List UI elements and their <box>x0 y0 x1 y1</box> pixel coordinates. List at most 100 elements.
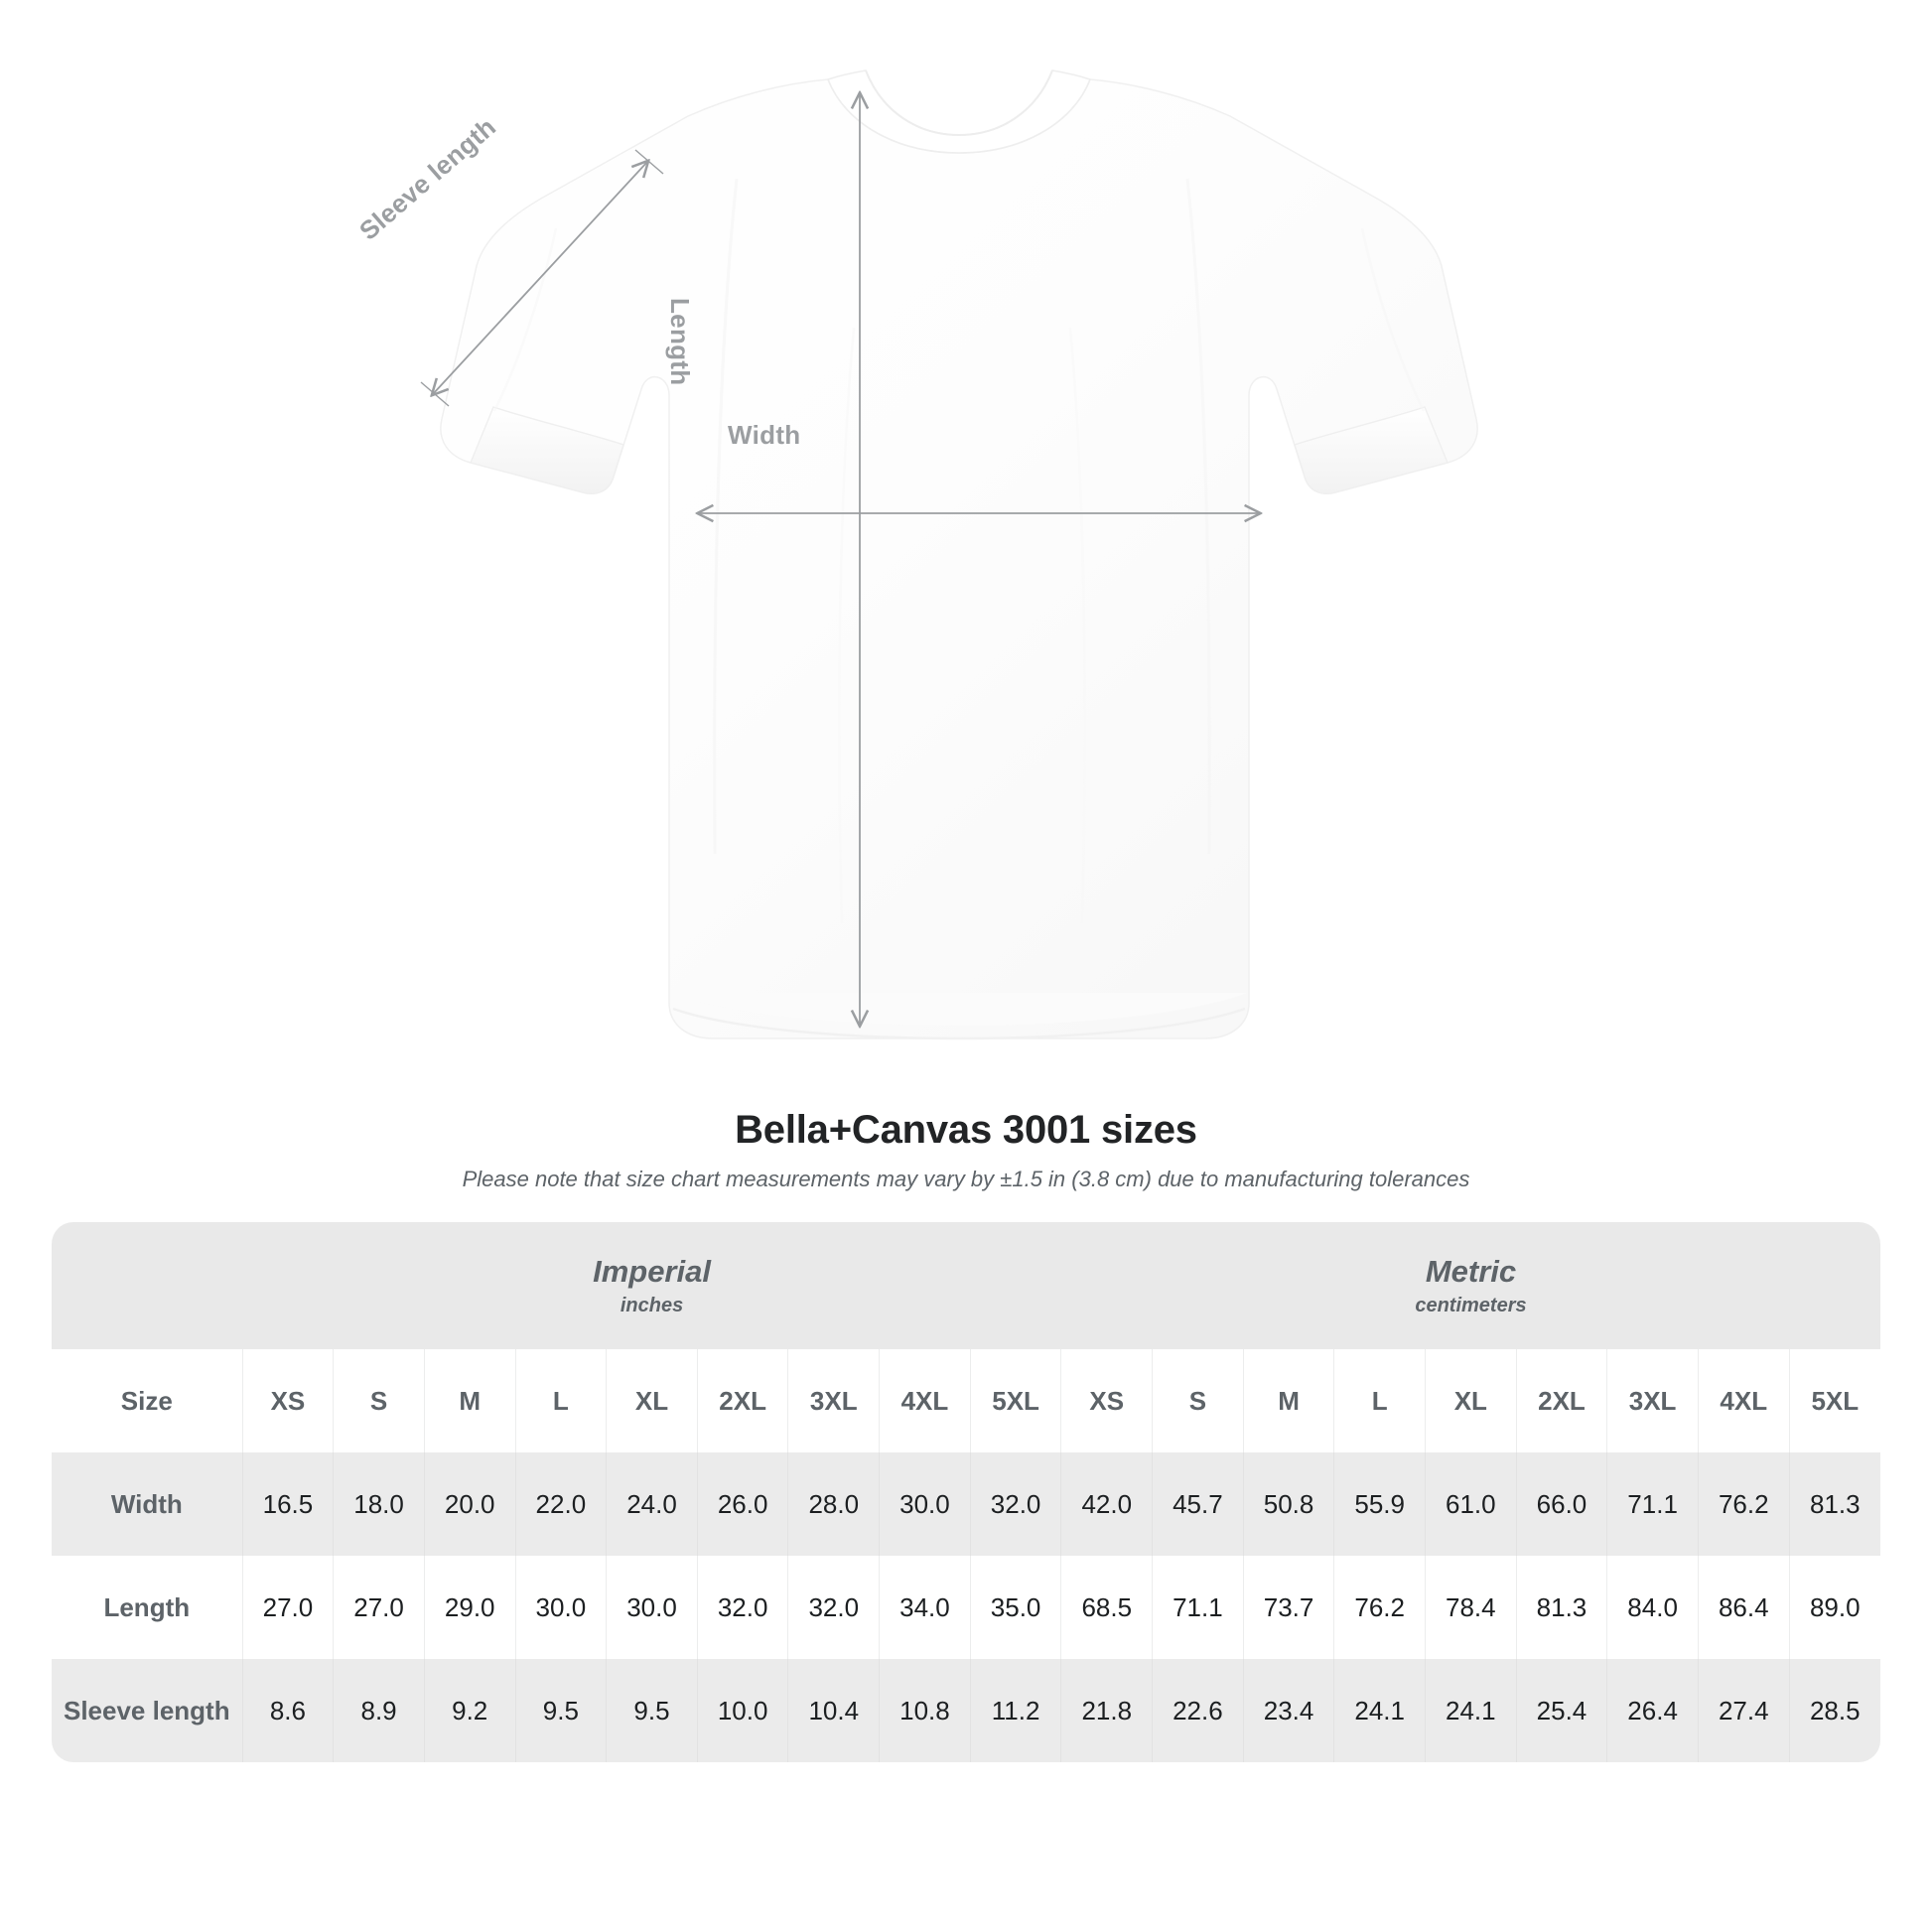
cell-sleeve-metric-l: 24.1 <box>1333 1659 1426 1762</box>
cell-sleeve-imperial-s: 8.9 <box>333 1659 425 1762</box>
cell-width-imperial-2xl: 26.0 <box>696 1452 788 1556</box>
cell-length-metric-s: 71.1 <box>1152 1556 1244 1659</box>
size-cell-metric-2xl: 2XL <box>1515 1349 1607 1452</box>
collar-shape <box>826 69 1092 154</box>
size-cell-imperial-xs: XS <box>241 1349 334 1452</box>
cell-length-metric-l: 76.2 <box>1333 1556 1426 1659</box>
row-label-width: Width <box>110 1488 183 1519</box>
metric-name: Metric <box>1425 1253 1517 1289</box>
cell-width-metric-3xl: 71.1 <box>1606 1452 1699 1556</box>
unit-header-row: Imperial inches Metric centimeters <box>52 1222 1880 1349</box>
length-label: Length <box>665 298 695 386</box>
cell-width-imperial-5xl: 32.0 <box>969 1452 1061 1556</box>
size-table: Imperial inches Metric centimeters Size … <box>52 1222 1880 1762</box>
size-cell-metric-5xl: 5XL <box>1788 1349 1880 1452</box>
cell-length-imperial-2xl: 32.0 <box>696 1556 788 1659</box>
cell-length-imperial-5xl: 35.0 <box>969 1556 1061 1659</box>
size-cell-metric-4xl: 4XL <box>1697 1349 1790 1452</box>
cell-length-metric-4xl: 86.4 <box>1697 1556 1790 1659</box>
metric-sub: centimeters <box>1415 1295 1527 1317</box>
width-label: Width <box>728 420 801 450</box>
cell-length-imperial-4xl: 34.0 <box>879 1556 971 1659</box>
cell-length-metric-2xl: 81.3 <box>1515 1556 1607 1659</box>
cell-width-metric-l: 55.9 <box>1333 1452 1426 1556</box>
cell-sleeve-metric-s: 22.6 <box>1152 1659 1244 1762</box>
cell-width-imperial-m: 20.0 <box>423 1452 516 1556</box>
cell-sleeve-metric-xs: 21.8 <box>1060 1659 1153 1762</box>
cell-width-imperial-3xl: 28.0 <box>787 1452 880 1556</box>
row-label-length: Length <box>103 1591 191 1622</box>
tshirt-body-shape <box>440 78 1478 1039</box>
size-cell-imperial-s: S <box>333 1349 425 1452</box>
cell-sleeve-metric-4xl: 27.4 <box>1697 1659 1790 1762</box>
table-row-sleeve-length: Sleeve length 8.6 8.9 9.2 9.5 9.5 10.0 1… <box>52 1659 1880 1762</box>
right-sleeve-hem <box>1294 406 1449 494</box>
cell-width-imperial-s: 18.0 <box>333 1452 425 1556</box>
cell-width-imperial-xs: 16.5 <box>241 1452 334 1556</box>
cell-width-metric-5xl: 81.3 <box>1788 1452 1880 1556</box>
cell-width-metric-4xl: 76.2 <box>1697 1452 1790 1556</box>
cell-sleeve-metric-5xl: 28.5 <box>1788 1659 1880 1762</box>
table-row-length: Length 27.0 27.0 29.0 30.0 30.0 32.0 32.… <box>52 1556 1880 1659</box>
cell-length-imperial-s: 27.0 <box>333 1556 425 1659</box>
cell-width-metric-2xl: 66.0 <box>1515 1452 1607 1556</box>
cell-sleeve-metric-3xl: 26.4 <box>1606 1659 1699 1762</box>
unit-header-imperial: Imperial inches <box>242 1222 1061 1349</box>
cell-sleeve-metric-m: 23.4 <box>1242 1659 1334 1762</box>
cell-length-imperial-xl: 30.0 <box>606 1556 698 1659</box>
size-cell-imperial-xl: XL <box>606 1349 698 1452</box>
size-header-row: Size XS S M L XL 2XL 3XL 4XL 5XL XS S M … <box>52 1349 1880 1452</box>
cell-width-metric-m: 50.8 <box>1242 1452 1334 1556</box>
chart-heading-block: Bella+Canvas 3001 sizes Please note that… <box>0 1108 1932 1192</box>
size-cell-imperial-4xl: 4XL <box>879 1349 971 1452</box>
size-cell-imperial-m: M <box>423 1349 516 1452</box>
cell-length-metric-m: 73.7 <box>1242 1556 1334 1659</box>
size-cell-metric-s: S <box>1152 1349 1244 1452</box>
sleeve-length-arrow <box>420 149 664 407</box>
size-cell-metric-l: L <box>1333 1349 1426 1452</box>
size-table-container: Imperial inches Metric centimeters Size … <box>52 1222 1880 1762</box>
size-cell-metric-xs: XS <box>1060 1349 1153 1452</box>
imperial-name: Imperial <box>593 1253 711 1289</box>
cell-sleeve-metric-xl: 24.1 <box>1425 1659 1517 1762</box>
unit-header-blank <box>52 1222 243 1349</box>
left-sleeve-hem <box>470 406 624 494</box>
tshirt-diagram: Sleeve length Length Width <box>353 69 1478 1040</box>
cell-width-metric-xs: 42.0 <box>1060 1452 1153 1556</box>
cell-sleeve-imperial-4xl: 10.8 <box>879 1659 971 1762</box>
row-label-sleeve-length: Sleeve length <box>63 1695 230 1725</box>
cell-length-imperial-l: 30.0 <box>514 1556 607 1659</box>
cell-sleeve-imperial-5xl: 11.2 <box>969 1659 1061 1762</box>
imperial-sub: inches <box>620 1295 684 1317</box>
cell-length-imperial-m: 29.0 <box>423 1556 516 1659</box>
tshirt-illustration-svg <box>420 69 1478 1040</box>
size-cell-metric-m: M <box>1242 1349 1334 1452</box>
cell-sleeve-imperial-xl: 9.5 <box>606 1659 698 1762</box>
size-cell-metric-3xl: 3XL <box>1606 1349 1699 1452</box>
cell-length-metric-5xl: 89.0 <box>1788 1556 1880 1659</box>
cell-length-metric-3xl: 84.0 <box>1606 1556 1699 1659</box>
page-title: Bella+Canvas 3001 sizes <box>735 1108 1197 1152</box>
cell-sleeve-imperial-xs: 8.6 <box>241 1659 334 1762</box>
cell-sleeve-imperial-2xl: 10.0 <box>696 1659 788 1762</box>
cell-sleeve-imperial-3xl: 10.4 <box>787 1659 880 1762</box>
hem-line <box>672 1007 1246 1040</box>
size-row-label: Size <box>120 1385 173 1416</box>
size-cell-imperial-5xl: 5XL <box>969 1349 1061 1452</box>
cell-sleeve-imperial-l: 9.5 <box>514 1659 607 1762</box>
cell-width-imperial-4xl: 30.0 <box>879 1452 971 1556</box>
size-cell-imperial-l: L <box>514 1349 607 1452</box>
fabric-folds <box>492 178 1426 924</box>
cell-width-metric-xl: 61.0 <box>1425 1452 1517 1556</box>
cell-length-imperial-xs: 27.0 <box>241 1556 334 1659</box>
cell-length-imperial-3xl: 32.0 <box>787 1556 880 1659</box>
cell-length-metric-xl: 78.4 <box>1425 1556 1517 1659</box>
size-cell-imperial-2xl: 2XL <box>696 1349 788 1452</box>
cell-width-imperial-l: 22.0 <box>514 1452 607 1556</box>
hem-shadow <box>671 993 1247 1026</box>
cell-width-metric-s: 45.7 <box>1152 1452 1244 1556</box>
size-cell-metric-xl: XL <box>1425 1349 1517 1452</box>
table-row-width: Width 16.5 18.0 20.0 22.0 24.0 26.0 28.0… <box>52 1452 1880 1556</box>
size-cell-imperial-3xl: 3XL <box>787 1349 880 1452</box>
cell-width-imperial-xl: 24.0 <box>606 1452 698 1556</box>
